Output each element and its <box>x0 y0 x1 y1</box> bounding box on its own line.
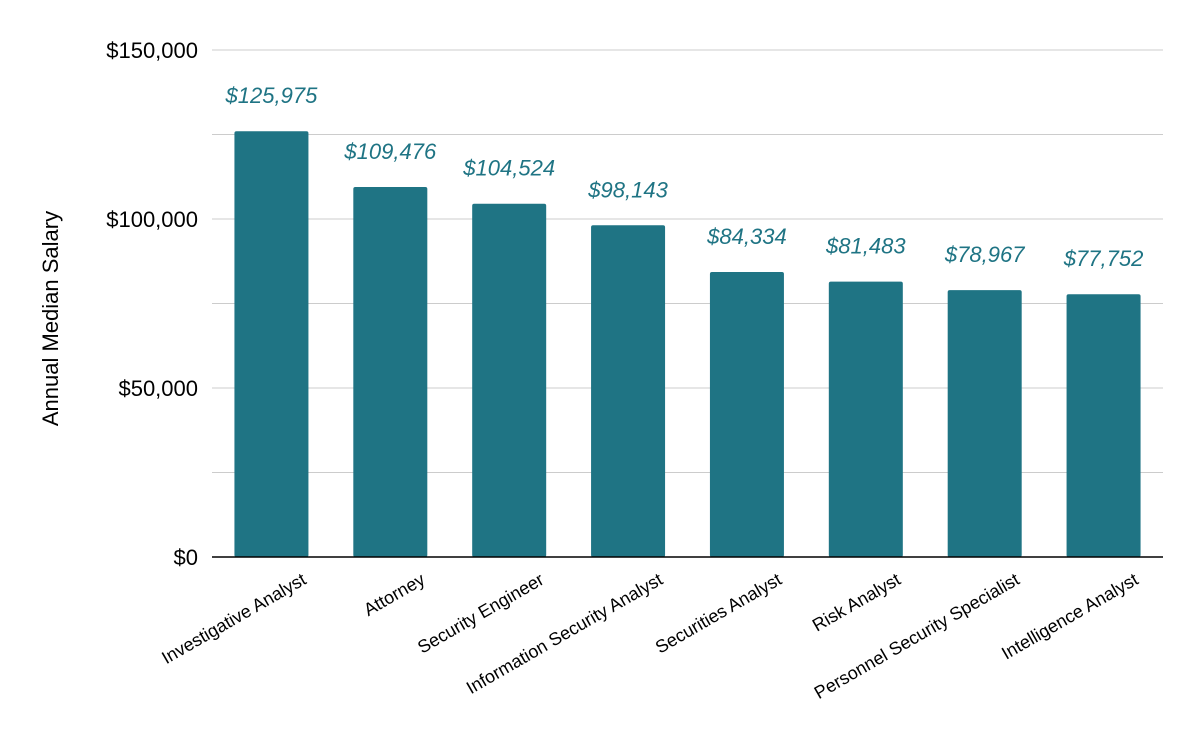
data-labels: $125,975 $109,476 $104,524 $98,143 $84,334 $8… <box>225 83 1144 271</box>
data-label: $78,967 <box>944 242 1025 267</box>
bar <box>472 203 547 558</box>
x-category-label: Securities Analyst <box>652 569 785 657</box>
x-category-label: Information Security Analyst <box>463 569 666 698</box>
bar <box>591 225 666 557</box>
data-label: $77,752 <box>1063 246 1144 271</box>
y-tick-label: $50,000 <box>118 376 198 401</box>
bar <box>947 290 1022 557</box>
bar <box>709 271 784 557</box>
x-category-label: Investigative Analyst <box>158 569 309 668</box>
x-category-label: Attorney <box>360 569 428 620</box>
bars <box>234 131 1141 558</box>
bar <box>234 131 309 557</box>
data-label: $98,143 <box>587 177 668 202</box>
y-tick-label: $0 <box>174 545 198 570</box>
data-label: $125,975 <box>225 83 319 108</box>
data-label: $109,476 <box>343 139 437 164</box>
x-category-label: Risk Analyst <box>809 569 904 635</box>
y-tick-label: $100,000 <box>106 207 198 232</box>
bar <box>353 186 428 557</box>
y-axis-ticks: $0 $50,000 $100,000 $150,000 <box>106 38 198 570</box>
data-label: $81,483 <box>825 234 906 259</box>
y-tick-label: $150,000 <box>106 38 198 63</box>
data-label: $104,524 <box>462 156 555 181</box>
data-label: $84,334 <box>706 224 787 249</box>
x-category-label: Personnel Security Specialist <box>811 569 1023 703</box>
bar <box>1066 294 1141 557</box>
bar <box>828 281 903 557</box>
y-axis-title: Annual Median Salary <box>38 211 63 426</box>
